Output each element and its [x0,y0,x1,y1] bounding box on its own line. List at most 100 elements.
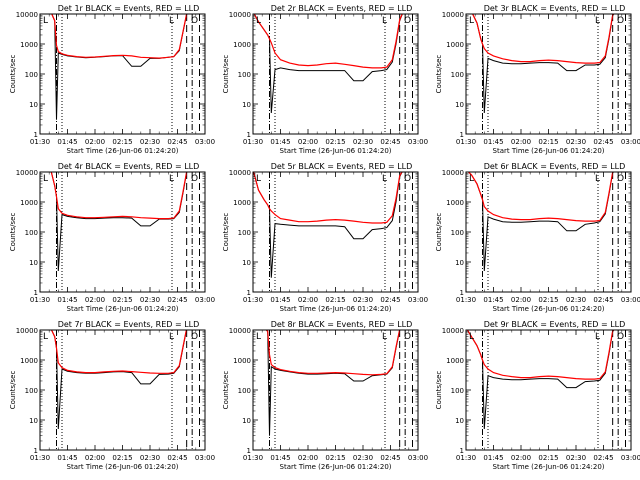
series-events-line [253,172,403,278]
plot-frame [252,329,419,451]
legend-marker-left: L [169,16,174,26]
x-tick-label: 03:00 [195,296,215,304]
x-tick-label: 01:45 [270,138,290,146]
legend-marker-left: L [382,332,387,342]
series-lld-line [51,14,188,59]
x-axis-label: Start Time (26-Jun-06 01:24:20) [67,147,179,155]
panel-9: Det 9r BLACK = Events, RED = LLD 1 10 100 10… [435,320,640,471]
x-tick-label: 01:45 [270,454,290,462]
y-axis-label: Counts/sec [435,213,443,252]
x-tick-label: 02:15 [325,296,345,304]
y-tick-label: 10000 [442,11,464,19]
y-tick-label: 10 [242,417,251,425]
panel-title: Det 9r BLACK = Events, RED = LLD [484,320,626,329]
x-tick-label: 01:30 [30,138,50,146]
panel-5: Det 5r BLACK = Events, RED = LLD 1 10 100 10… [222,162,428,313]
series-events-line [51,330,187,430]
legend-marker-left: L [256,16,261,26]
x-tick-label: 02:45 [380,454,400,462]
y-tick-label: 10 [29,101,38,109]
x-tick-label: 02:30 [140,296,160,304]
x-tick-label: 02:30 [353,454,373,462]
y-tick-label: 10 [29,417,38,425]
y-tick-label: 1000 [20,199,38,207]
y-tick-label: 1000 [446,41,464,49]
x-tick-label: 02:45 [167,296,187,304]
panel-7: Det 7r BLACK = Events, RED = LLD 1 10 100 10… [9,320,215,471]
y-axis-label: Counts/sec [435,55,443,94]
plot-frame [465,171,632,293]
x-tick-label: 02:15 [325,138,345,146]
y-tick-label: 100 [238,387,251,395]
y-tick-label: 100 [451,387,464,395]
x-tick-label: 02:00 [298,296,318,304]
y-axis-label: Counts/sec [222,371,230,410]
x-tick-label: 03:00 [195,454,215,462]
legend-marker-right: O [404,174,411,184]
x-tick-label: 03:00 [621,138,640,146]
x-axis-label: Start Time (26-Jun-06 01:24:20) [493,463,605,471]
legend-marker-right: O [404,16,411,26]
x-tick-label: 01:30 [456,138,476,146]
y-tick-label: 100 [451,71,464,79]
legend-marker-left: L [43,174,48,184]
y-tick-label: 10000 [16,327,38,335]
series-lld-line [50,172,188,220]
plot-frame [39,329,206,451]
x-tick-label: 03:00 [408,296,428,304]
series-lld-line [467,172,614,222]
series-lld-line [466,330,615,380]
y-tick-label: 100 [451,229,464,237]
x-tick-label: 03:00 [408,454,428,462]
x-tick-label: 02:45 [380,138,400,146]
y-tick-label: 100 [238,229,251,237]
x-tick-label: 02:45 [167,454,187,462]
x-axis-label: Start Time (26-Jun-06 01:24:20) [280,463,392,471]
x-axis-label: Start Time (26-Jun-06 01:24:20) [280,147,392,155]
legend-marker-right: O [404,332,411,342]
y-tick-label: 1 [247,289,251,297]
legend-marker-left: L [43,332,48,342]
series-lld-line [253,14,403,69]
y-tick-label: 10 [455,417,464,425]
legend-marker-left: L [256,332,261,342]
x-tick-label: 01:30 [456,454,476,462]
series-lld-line [265,330,401,376]
panel-title: Det 8r BLACK = Events, RED = LLD [271,320,413,329]
x-tick-label: 02:45 [380,296,400,304]
series-events-line [265,330,401,436]
plot-frame [465,329,632,451]
plot-frame [39,13,206,135]
y-tick-label: 1000 [446,357,464,365]
y-tick-label: 10000 [229,169,251,177]
x-tick-label: 02:00 [511,454,531,462]
x-tick-label: 03:00 [621,454,640,462]
panel-title: Det 6r BLACK = Events, RED = LLD [484,162,626,171]
x-tick-label: 02:00 [511,138,531,146]
y-tick-label: 1 [34,447,38,455]
y-tick-label: 1000 [20,357,38,365]
legend-marker-left: L [169,332,174,342]
y-axis-label: Counts/sec [9,213,17,252]
series-lld-line [50,330,187,374]
y-tick-label: 1000 [233,199,251,207]
y-tick-label: 1 [460,289,464,297]
x-tick-label: 01:45 [57,296,77,304]
x-tick-label: 02:30 [140,138,160,146]
y-axis-label: Counts/sec [435,371,443,410]
legend-marker-left: L [469,332,474,342]
x-tick-label: 02:30 [140,454,160,462]
y-tick-label: 10000 [229,327,251,335]
x-tick-label: 01:45 [483,296,503,304]
x-axis-label: Start Time (26-Jun-06 01:24:20) [67,463,179,471]
plot-frame [465,13,632,135]
x-tick-label: 02:00 [85,296,105,304]
x-tick-label: 02:30 [353,296,373,304]
panel-title: Det 4r BLACK = Events, RED = LLD [58,162,200,171]
series-lld-line [253,172,403,224]
y-tick-label: 100 [238,71,251,79]
x-tick-label: 02:15 [538,296,558,304]
x-tick-label: 01:45 [483,138,503,146]
x-tick-label: 01:30 [243,138,263,146]
